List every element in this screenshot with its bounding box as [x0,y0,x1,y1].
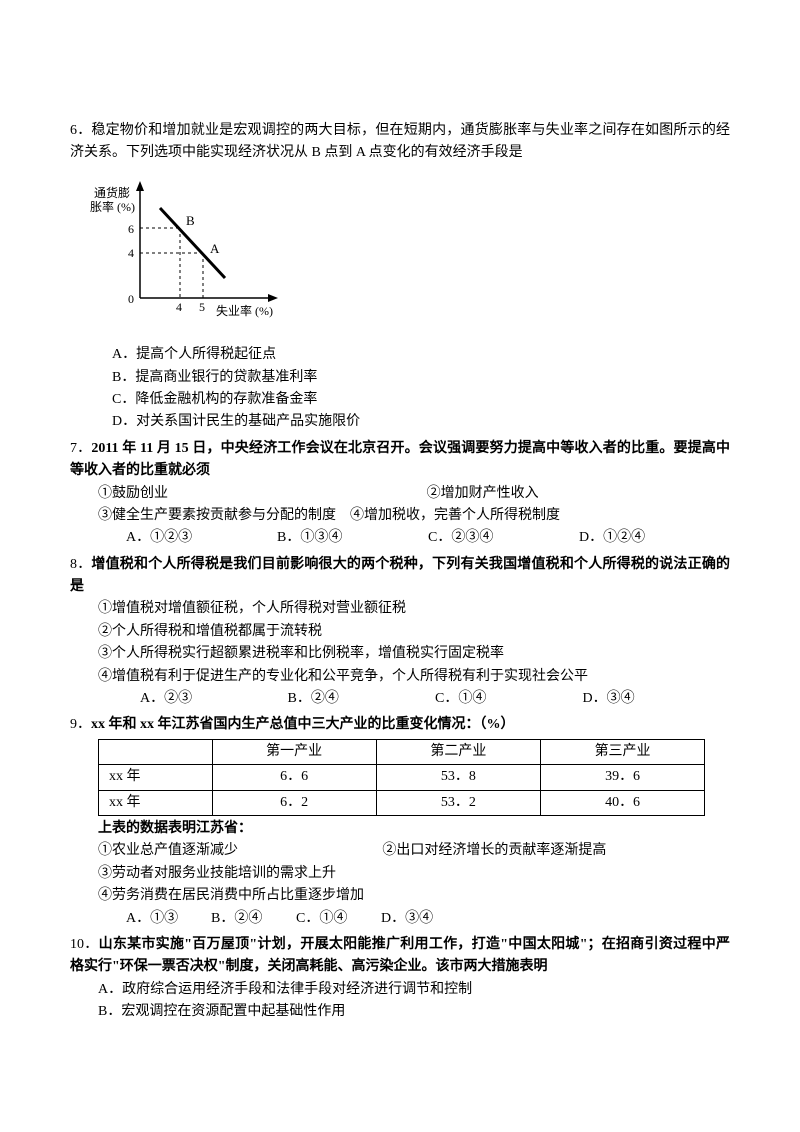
phillips-curve-chart: 通货膨 胀率 (%) 6 4 0 4 5 失业率 (%) B A [90,173,730,336]
svg-text:0: 0 [128,292,134,306]
ylabel1: 通货膨 [94,185,130,200]
q8-s4: ④增值税有利于促进生产的专业化和公平竞争，个人所得税有利于实现社会公平 [70,666,730,688]
svg-text:4: 4 [176,300,182,314]
q6-opt-c: C．降低金融机构的存款准备金率 [70,389,730,411]
svg-text:6: 6 [128,222,134,236]
q9-sub-row1: ①农业总产值逐渐减少②出口对经济增长的贡献率逐渐提高 [70,840,730,862]
table-header-row: 第一产业 第二产业 第三产业 [99,739,705,764]
q6-opt-d: D．对关系国计民生的基础产品实施限价 [70,411,730,433]
svg-text:A: A [210,241,220,256]
svg-text:4: 4 [128,246,134,260]
q9-stem: 9．xx 年和 xx 年江苏省国内生产总值中三大产业的比重变化情况：（%） [70,714,730,736]
q6-text: 稳定物价和增加就业是宏观调控的两大目标，但在短期内，通货膨胀率与失业率之间存在如… [70,123,730,160]
question-6: 6．稳定物价和增加就业是宏观调控的两大目标，但在短期内，通货膨胀率与失业率之间存… [70,120,730,434]
q9-opts: A．①③ B．②④ C．①④ D．③④ [70,908,466,930]
q6-opt-a: A．提高个人所得税起征点 [70,344,730,366]
svg-text:5: 5 [199,300,205,314]
q7-sub-row1: ①鼓励创业②增加财产性收入 [70,483,730,505]
q8-opts: A．②③ B．②④ C．①④ D．③④ [70,688,730,710]
ylabel2: 胀率 (%) [90,199,135,214]
question-10: 10．山东某市实施"百万屋顶"计划，开展太阳能推广利用工作，打造"中国太阳城"；… [70,934,730,1024]
q10-stem: 10．山东某市实施"百万屋顶"计划，开展太阳能推广利用工作，打造"中国太阳城"；… [70,934,730,979]
q7-sub-row2: ③健全生产要素按贡献参与分配的制度 ④增加税收，完善个人所得税制度 [70,505,730,527]
table-row: xx 年 6．6 53．8 39．6 [99,765,705,790]
q6-stem: 6．稳定物价和增加就业是宏观调控的两大目标，但在短期内，通货膨胀率与失业率之间存… [70,120,730,165]
q9-after: 上表的数据表明江苏省： [70,818,730,840]
question-7: 7．2011 年 11 月 15 日，中央经济工作会议在北京召开。会议强调要努力… [70,438,730,550]
q7-stem: 7．2011 年 11 月 15 日，中央经济工作会议在北京召开。会议强调要努力… [70,438,730,483]
q8-s1: ①增值税对增值额征税，个人所得税对营业额征税 [70,598,730,620]
chart-svg: 通货膨 胀率 (%) 6 4 0 4 5 失业率 (%) B A [90,173,290,328]
q9-s3: ③劳动者对服务业技能培训的需求上升 [70,863,730,885]
svg-text:失业率 (%): 失业率 (%) [216,303,273,318]
q6-num: 6． [70,123,91,138]
svg-text:B: B [186,213,195,228]
q9-s4: ④劳务消费在居民消费中所占比重逐步增加 [70,885,730,907]
q8-stem: 8．增值税和个人所得税是我们目前影响很大的两个税种，下列有关我国增值税和个人所得… [70,554,730,599]
industry-table: 第一产业 第二产业 第三产业 xx 年 6．6 53．8 39．6 xx 年 6… [98,739,705,816]
q6-opt-b: B．提高商业银行的贷款基准利率 [70,367,730,389]
q10-opt-b: B．宏观调控在资源配置中起基础性作用 [70,1001,730,1023]
q10-opt-a: A．政府综合运用经济手段和法律手段对经济进行调节和控制 [70,979,730,1001]
q7-opts: A．①②③ B．①③④ C．②③④ D．①②④ [70,527,730,549]
q8-s3: ③个人所得税实行超额累进税率和比例税率，增值税实行固定税率 [70,643,730,665]
table-row: xx 年 6．2 53．2 40．6 [99,790,705,815]
q8-s2: ②个人所得税和增值税都属于流转税 [70,621,730,643]
question-9: 9．xx 年和 xx 年江苏省国内生产总值中三大产业的比重变化情况：（%） 第一… [70,714,730,930]
question-8: 8．增值税和个人所得税是我们目前影响很大的两个税种，下列有关我国增值税和个人所得… [70,554,730,711]
